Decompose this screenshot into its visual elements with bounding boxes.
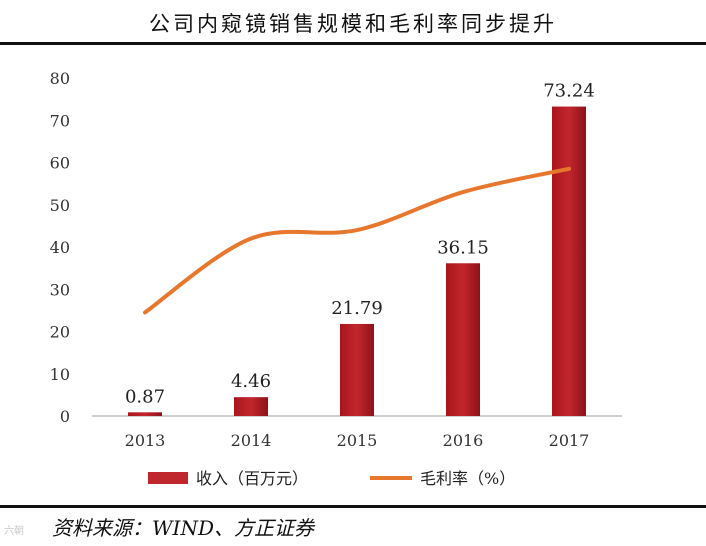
bar-data-label: 21.79 <box>331 298 383 319</box>
bottom-rule <box>0 505 706 508</box>
chart-title: 公司内窥镜销售规模和毛利率同步提升 <box>149 12 557 36</box>
y-tick-label: 30 <box>50 280 70 299</box>
y-tick-label: 20 <box>50 323 70 342</box>
y-tick-label: 50 <box>50 196 70 215</box>
x-tick-label: 2016 <box>443 431 484 450</box>
top-rule <box>0 42 706 45</box>
bar-data-label: 73.24 <box>543 81 595 102</box>
line-series <box>143 166 571 315</box>
legend: 收入（百万元） 毛利率（%） <box>148 469 515 488</box>
y-axis: 0 10 20 30 40 50 60 70 80 <box>50 69 70 426</box>
chart: 0 10 20 30 40 50 60 70 80 0.87 4.46 21.79 36.15 73.2… <box>50 69 622 488</box>
source-note: 资料来源：WIND、方正证券 <box>52 516 314 540</box>
x-tick-label: 2017 <box>549 431 590 450</box>
watermark: 六朝 <box>4 526 24 537</box>
bar-data-label: 4.46 <box>231 371 271 392</box>
x-tick-label: 2014 <box>231 431 272 450</box>
y-tick-label: 60 <box>50 154 70 173</box>
x-axis: 2013 2014 2015 2016 2017 <box>125 431 590 450</box>
bar <box>340 323 374 416</box>
legend-label-revenue: 收入（百万元） <box>196 469 308 488</box>
bar-data-label: 36.15 <box>437 237 489 258</box>
y-tick-label: 40 <box>50 238 70 257</box>
x-tick-label: 2013 <box>125 431 166 450</box>
legend-swatch-revenue <box>148 472 188 484</box>
y-tick-label: 70 <box>50 111 70 130</box>
legend-label-margin: 毛利率（%） <box>420 469 515 488</box>
y-tick-label: 10 <box>50 365 70 384</box>
x-tick-label: 2015 <box>337 431 378 450</box>
bar <box>552 106 586 416</box>
bar-data-label: 0.87 <box>125 386 165 407</box>
bar <box>446 263 480 416</box>
y-tick-label: 80 <box>50 69 70 88</box>
bar-series: 0.87 4.46 21.79 36.15 73.24 <box>125 81 595 416</box>
bar <box>234 397 268 416</box>
y-tick-label: 0 <box>60 407 70 426</box>
bar <box>128 412 162 416</box>
